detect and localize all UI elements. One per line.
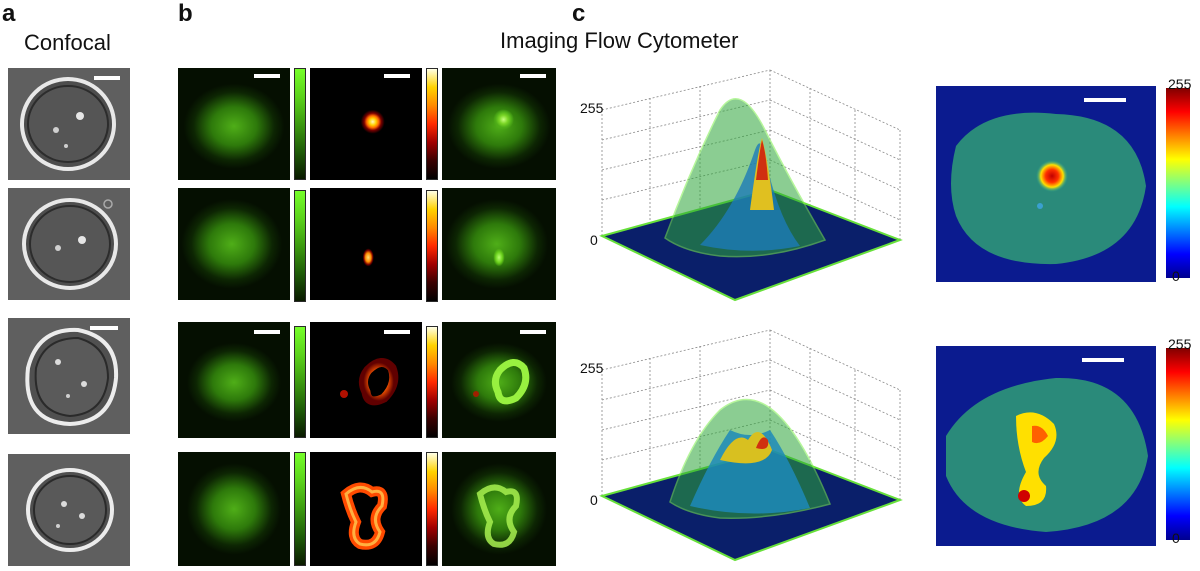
merged-image-3 bbox=[442, 322, 556, 438]
scale-bar bbox=[94, 76, 120, 80]
green-channel-image-4 bbox=[178, 452, 290, 566]
scale-bar bbox=[1084, 98, 1126, 102]
heatmap-drawing bbox=[946, 377, 1148, 532]
cell-drawing bbox=[20, 77, 116, 171]
confocal-cell-image-3 bbox=[8, 318, 130, 434]
heatmap-image-2 bbox=[936, 346, 1156, 546]
panel-letter-b: b bbox=[178, 0, 193, 27]
green-colorbar bbox=[294, 68, 306, 180]
hot-colorbar bbox=[426, 68, 438, 180]
cell-drawing bbox=[25, 327, 119, 427]
hot-channel-image-2 bbox=[310, 188, 422, 300]
colorbar-top-label: 255 bbox=[1168, 336, 1192, 352]
scale-bar bbox=[254, 330, 280, 334]
confocal-cell-image-1 bbox=[8, 68, 130, 180]
hot-structure bbox=[340, 482, 388, 550]
hot-channel-image-3 bbox=[310, 322, 422, 438]
green-colorbar bbox=[294, 326, 306, 438]
scale-bar bbox=[384, 330, 410, 334]
imaging-flow-title: Imaging Flow Cytometer bbox=[500, 28, 739, 53]
green-channel-image-1 bbox=[178, 68, 290, 180]
merged-structure bbox=[476, 484, 520, 548]
hot-colorbar bbox=[426, 452, 438, 566]
green-channel-image-3 bbox=[178, 322, 290, 438]
scale-bar bbox=[520, 74, 546, 78]
jet-colorbar bbox=[1166, 348, 1190, 540]
scale-bar bbox=[1082, 358, 1124, 362]
surface-plot-svg bbox=[599, 329, 903, 562]
panel-letter-c: c bbox=[572, 0, 586, 27]
merged-image-4 bbox=[442, 452, 556, 566]
cell-drawing bbox=[26, 468, 114, 552]
z-axis-bottom-label: 0 bbox=[590, 232, 598, 248]
jet-colorbar bbox=[1166, 88, 1190, 278]
green-colorbar bbox=[294, 452, 306, 566]
surface-plot-1: 255 0 bbox=[570, 60, 910, 310]
heatmap-drawing bbox=[951, 112, 1146, 265]
scale-bar bbox=[384, 74, 410, 78]
scale-bar bbox=[254, 74, 280, 78]
confocal-cell-image-4 bbox=[8, 454, 130, 566]
colorbar-bottom-label: 0 bbox=[1172, 530, 1180, 546]
confocal-cell-image-2 bbox=[8, 188, 130, 300]
surface-plot-2: 255 0 bbox=[570, 320, 910, 566]
green-colorbar bbox=[294, 190, 306, 302]
scale-bar bbox=[520, 330, 546, 334]
panel-letter-a: a bbox=[2, 0, 16, 27]
confocal-title: Confocal bbox=[24, 30, 111, 55]
hot-colorbar bbox=[426, 190, 438, 302]
green-channel-image-2 bbox=[178, 188, 290, 300]
scale-bar bbox=[90, 326, 118, 330]
colorbar-bottom-label: 0 bbox=[1172, 268, 1180, 284]
z-axis-bottom-label: 0 bbox=[590, 492, 598, 508]
hot-structure bbox=[340, 358, 399, 406]
hot-channel-image-4 bbox=[310, 452, 422, 566]
merged-image-2 bbox=[442, 188, 556, 300]
merged-structure bbox=[473, 359, 530, 405]
cell-drawing bbox=[22, 198, 118, 290]
heatmap-image-1 bbox=[936, 86, 1156, 282]
merged-image-1 bbox=[442, 68, 556, 180]
hot-channel-image-1 bbox=[310, 68, 422, 180]
colorbar-top-label: 255 bbox=[1168, 76, 1192, 92]
z-axis-top-label: 255 bbox=[580, 360, 604, 376]
surface-plot-svg bbox=[599, 69, 903, 302]
hot-colorbar bbox=[426, 326, 438, 438]
z-axis-top-label: 255 bbox=[580, 100, 604, 116]
